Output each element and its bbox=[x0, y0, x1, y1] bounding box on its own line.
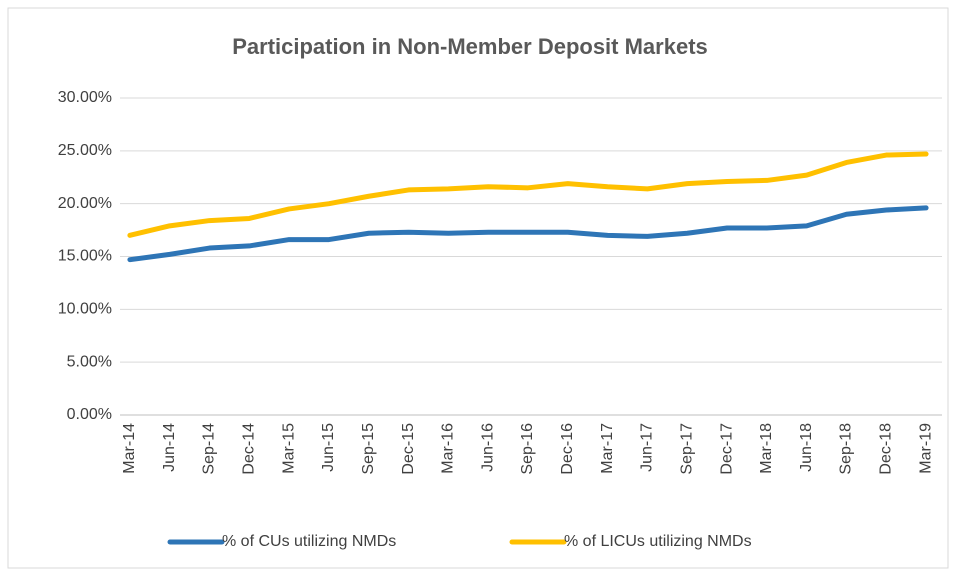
x-tick-label: Sep-18 bbox=[838, 423, 855, 475]
x-tick-label: Jun-15 bbox=[320, 423, 337, 472]
x-tick-label: Dec-18 bbox=[878, 423, 895, 475]
x-tick-label: Sep-15 bbox=[360, 423, 377, 475]
x-tick-label: Sep-17 bbox=[678, 423, 695, 475]
y-tick-label: 15.00% bbox=[58, 248, 112, 265]
y-tick-label: 0.00% bbox=[67, 406, 112, 423]
line-series bbox=[127, 151, 929, 238]
x-tick-label: Dec-14 bbox=[241, 423, 258, 475]
x-tick-label: Sep-16 bbox=[519, 423, 536, 475]
x-tick-label: Mar-15 bbox=[280, 423, 297, 474]
y-tick-label: 30.00% bbox=[58, 89, 112, 106]
x-tick-label: Mar-18 bbox=[758, 423, 775, 474]
legend-label: % of LICUs utilizing NMDs bbox=[564, 533, 752, 550]
legend-label: % of CUs utilizing NMDs bbox=[222, 533, 396, 550]
x-tick-label: Mar-14 bbox=[121, 423, 138, 474]
chart-title: Participation in Non-Member Deposit Mark… bbox=[232, 34, 708, 59]
x-tick-label: Dec-16 bbox=[559, 423, 576, 475]
x-tick-label: Mar-17 bbox=[599, 423, 616, 474]
x-tick-label: Jun-14 bbox=[161, 423, 178, 472]
y-tick-label: 20.00% bbox=[58, 195, 112, 212]
y-tick-label: 10.00% bbox=[58, 301, 112, 318]
line-series bbox=[127, 205, 929, 263]
y-tick-label: 25.00% bbox=[58, 142, 112, 159]
x-tick-label: Jun-18 bbox=[798, 423, 815, 472]
x-tick-label: Mar-16 bbox=[440, 423, 457, 474]
x-tick-label: Mar-19 bbox=[917, 423, 934, 474]
y-tick-label: 5.00% bbox=[67, 353, 112, 370]
x-tick-label: Jun-17 bbox=[639, 423, 656, 472]
x-tick-label: Dec-17 bbox=[718, 423, 735, 475]
x-tick-label: Dec-15 bbox=[400, 423, 417, 475]
chart-frame bbox=[7, 7, 949, 569]
x-tick-label: Jun-16 bbox=[479, 423, 496, 472]
x-tick-label: Sep-14 bbox=[201, 423, 218, 475]
